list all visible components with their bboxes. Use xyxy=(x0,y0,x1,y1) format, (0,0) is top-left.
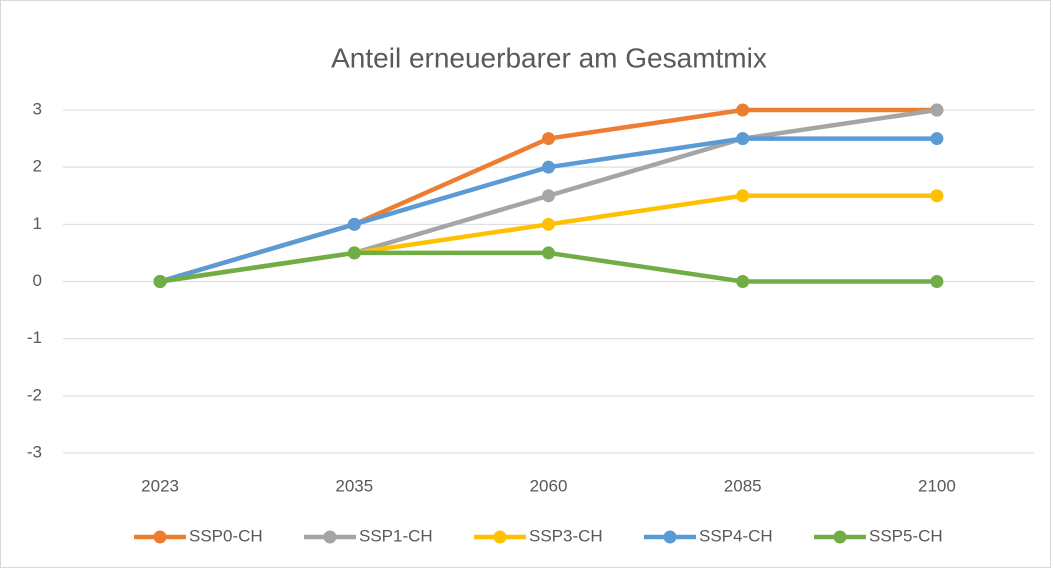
data-point xyxy=(347,217,361,231)
data-point xyxy=(930,132,944,146)
y-tick-label: 2 xyxy=(33,157,42,176)
legend-marker xyxy=(493,530,507,544)
y-tick-label: 0 xyxy=(33,271,42,290)
legend-label: SSP1-CH xyxy=(359,526,433,545)
legend-label: SSP4-CH xyxy=(699,526,773,545)
data-point xyxy=(542,189,555,203)
x-tick-label: 2023 xyxy=(141,476,179,495)
x-tick-label: 2085 xyxy=(724,476,762,495)
legend-marker xyxy=(833,530,847,544)
legend-label: SSP5-CH xyxy=(869,526,943,545)
data-point xyxy=(930,275,944,288)
legend-marker xyxy=(323,530,337,544)
data-point xyxy=(736,103,750,117)
legend-label: SSP0-CH xyxy=(189,526,263,545)
y-tick-label: 1 xyxy=(33,214,42,233)
data-point xyxy=(930,103,944,117)
x-tick-label: 2035 xyxy=(335,476,373,495)
data-point xyxy=(347,246,361,260)
y-tick-label: -2 xyxy=(27,385,42,404)
data-point xyxy=(542,217,555,231)
legend-label: SSP3-CH xyxy=(529,526,603,545)
y-tick-label: 3 xyxy=(33,99,42,118)
y-tick-label: -3 xyxy=(27,442,42,461)
data-point xyxy=(736,189,750,203)
data-point xyxy=(542,160,555,174)
x-tick-label: 2100 xyxy=(918,476,956,495)
y-tick-label: -1 xyxy=(27,328,42,347)
data-point xyxy=(542,246,555,260)
series xyxy=(153,246,944,288)
data-point xyxy=(542,132,555,146)
x-tick-label: 2060 xyxy=(530,476,568,495)
chart-title: Anteil erneuerbarer am Gesamtmix xyxy=(331,42,767,73)
data-point xyxy=(153,275,167,288)
data-point xyxy=(930,189,944,203)
legend-marker xyxy=(663,530,677,544)
data-point xyxy=(736,132,750,146)
data-point xyxy=(736,275,750,288)
legend-marker xyxy=(153,530,167,544)
